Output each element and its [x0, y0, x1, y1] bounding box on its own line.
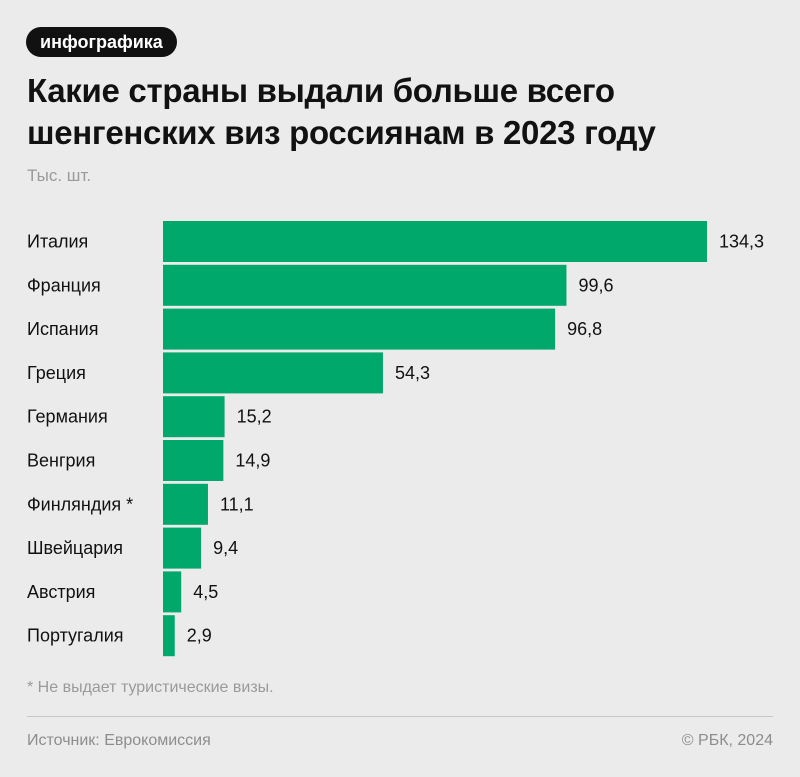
title-line-2: шенгенских виз россиянам в 2023 году	[27, 114, 656, 151]
category-label: Венгрия	[27, 451, 95, 471]
bar	[163, 615, 175, 657]
value-label: 54,3	[395, 363, 430, 383]
unit-label: Тыс. шт.	[27, 166, 92, 185]
value-label: 134,3	[719, 232, 764, 252]
bar	[163, 264, 567, 306]
value-label: 4,5	[193, 582, 218, 602]
chart-title: Какие страны выдали больше всего шенгенс…	[27, 70, 767, 154]
bar	[163, 221, 707, 262]
category-label: Португалия	[27, 626, 124, 646]
bar	[163, 527, 202, 569]
category-label: Австрия	[27, 582, 95, 602]
value-label: 96,8	[567, 319, 602, 339]
footer-divider	[27, 716, 773, 717]
category-label: Германия	[27, 407, 108, 427]
bar	[163, 483, 208, 525]
value-label: 14,9	[235, 451, 270, 471]
value-label: 99,6	[578, 275, 613, 295]
value-label: 9,4	[213, 538, 238, 558]
title-line-1: Какие страны выдали больше всего	[27, 72, 615, 109]
value-label: 11,1	[220, 494, 254, 514]
category-label: Швейцария	[27, 538, 123, 558]
value-label: 15,2	[237, 407, 272, 427]
bar	[163, 308, 556, 350]
value-label: 2,9	[187, 626, 212, 646]
category-label: Испания	[27, 319, 98, 339]
source-note: Источник: Еврокомиссия	[27, 732, 211, 749]
infographic-badge: инфографика	[26, 27, 177, 57]
category-label: Франция	[27, 275, 101, 295]
bar	[163, 440, 224, 481]
bar	[163, 352, 383, 394]
bar	[163, 396, 225, 438]
category-label: Италия	[27, 232, 88, 252]
copyright: © РБК, 2024	[681, 732, 773, 749]
category-label: Финляндия *	[27, 494, 133, 514]
category-label: Греция	[27, 363, 86, 383]
bar	[163, 571, 182, 613]
footnote: * Не выдает туристические визы.	[27, 679, 274, 696]
